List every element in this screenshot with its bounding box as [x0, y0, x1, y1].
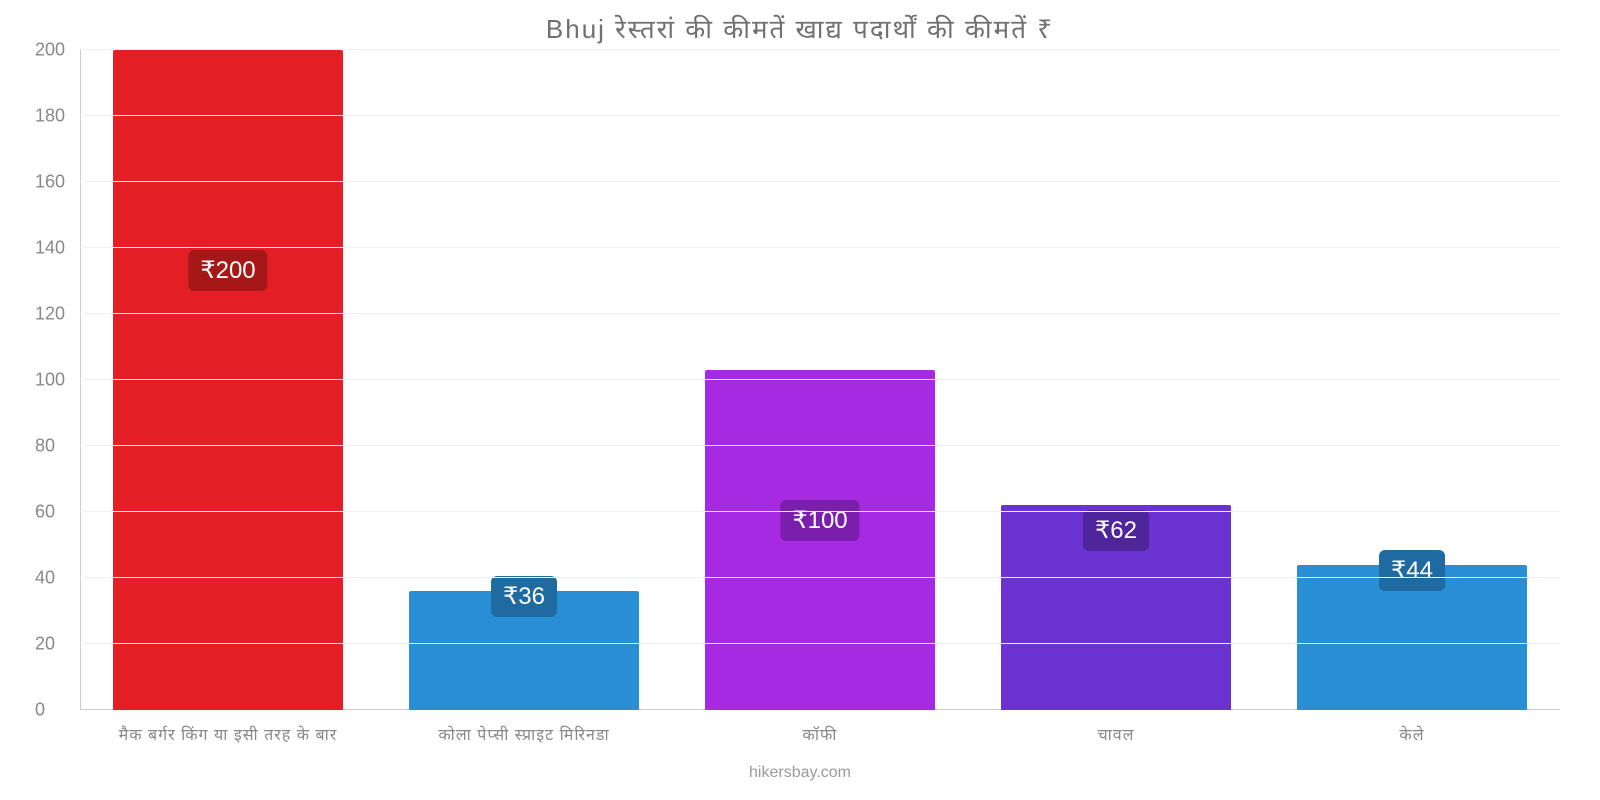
gridline [80, 511, 1560, 512]
chart-title: Bhuj रेस्तरां की कीमतें खाद्य पदार्थों क… [0, 10, 1600, 46]
gridline [80, 445, 1560, 446]
gridline [80, 49, 1560, 50]
bar-value-label: ₹200 [188, 250, 267, 291]
y-tick-label: 140 [35, 238, 65, 259]
bar-value-label: ₹100 [780, 500, 859, 541]
bar-slot: ₹44 [1264, 50, 1560, 710]
y-tick-label: 200 [35, 40, 65, 61]
x-labels-group: मैक बर्गर किंग या इसी तरह के बारकोला पेप… [80, 723, 1560, 745]
y-tick-label: 160 [35, 172, 65, 193]
y-tick-label: 180 [35, 106, 65, 127]
gridline [80, 643, 1560, 644]
chart-footer: hikersbay.com [0, 764, 1600, 782]
y-tick-label: 60 [35, 502, 55, 523]
bar: ₹36 [409, 591, 640, 710]
bar-value-label: ₹44 [1379, 550, 1445, 591]
x-tick-label: केले [1264, 723, 1560, 745]
chart-container: Bhuj रेस्तरां की कीमतें खाद्य पदार्थों क… [0, 0, 1600, 800]
bar: ₹100 [705, 370, 936, 710]
gridline [80, 313, 1560, 314]
bar-value-label: ₹36 [491, 576, 557, 617]
y-tick-label: 0 [35, 700, 45, 721]
y-tick-label: 20 [35, 634, 55, 655]
y-tick-label: 80 [35, 436, 55, 457]
bar-slot: ₹36 [376, 50, 672, 710]
x-tick-label: चावल [968, 723, 1264, 745]
plot-area: ₹200₹36₹100₹62₹44 0204060801001201401601… [80, 50, 1560, 710]
bar-slot: ₹62 [968, 50, 1264, 710]
gridline [80, 115, 1560, 116]
x-tick-label: कॉफी [672, 723, 968, 745]
x-tick-label: कोला पेप्सी स्प्राइट मिरिनडा [376, 723, 672, 745]
bar: ₹200 [113, 50, 344, 710]
bars-group: ₹200 ₹36 ₹100 ₹62 ₹44 [80, 50, 1560, 710]
bar-slot: ₹200 [80, 50, 376, 710]
gridline [80, 379, 1560, 380]
bar: ₹62 [1001, 505, 1232, 710]
bar-slot: ₹100 [672, 50, 968, 710]
gridline [80, 247, 1560, 248]
bar: ₹44 [1297, 565, 1528, 710]
y-tick-label: 120 [35, 304, 65, 325]
y-tick-label: 40 [35, 568, 55, 589]
gridline [80, 181, 1560, 182]
y-tick-label: 100 [35, 370, 65, 391]
gridline [80, 577, 1560, 578]
x-tick-label: मैक बर्गर किंग या इसी तरह के बार [80, 723, 376, 745]
bar-value-label: ₹62 [1083, 510, 1149, 551]
